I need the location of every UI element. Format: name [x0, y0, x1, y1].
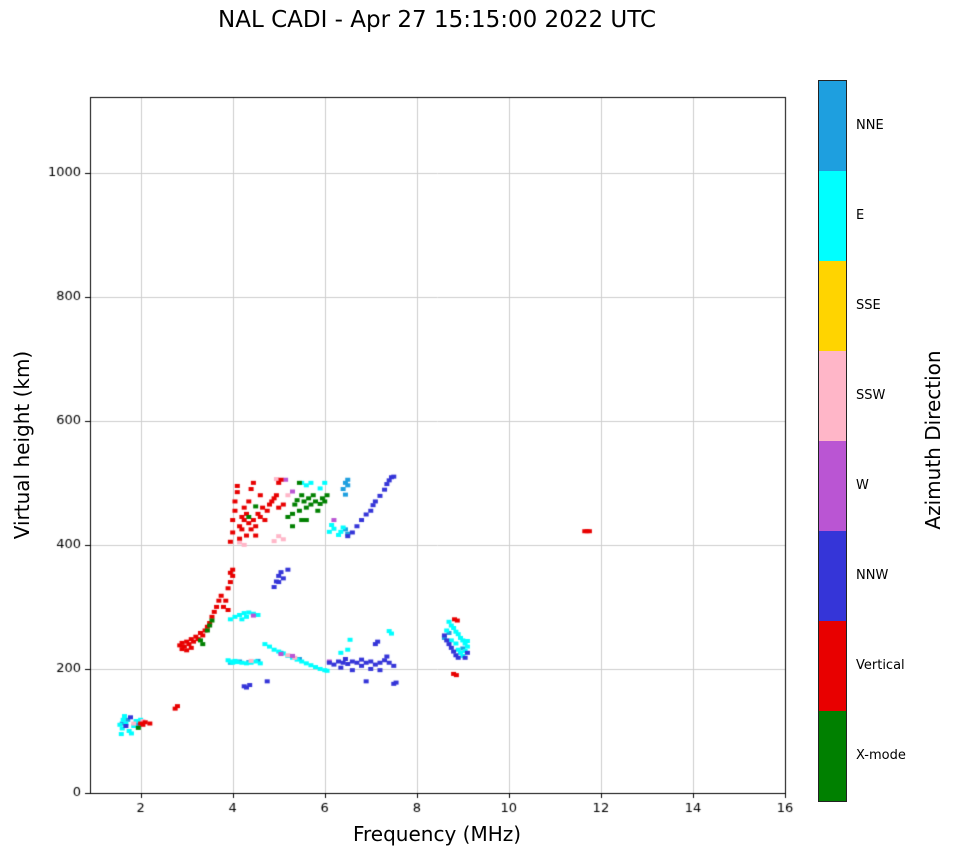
colorbar-label: SSW [856, 387, 886, 403]
colorbar-segment-e [819, 171, 846, 261]
colorbar-segment-sse [819, 261, 846, 351]
colorbar-bar [818, 80, 847, 802]
colorbar-segment-ssw [819, 351, 846, 441]
colorbar-label: NNW [856, 567, 889, 583]
colorbar-label: SSE [856, 297, 881, 313]
colorbar-label: E [856, 207, 865, 223]
colorbar-title: Azimuth Direction [921, 350, 945, 530]
colorbar-label: X-mode [856, 747, 906, 763]
colorbar-segment-nne [819, 81, 846, 171]
colorbar-label: NNE [856, 117, 884, 133]
colorbar-labels: NNE E SSE SSW W NNW Vertical X-mode [856, 80, 906, 802]
x-axis-label: Frequency (MHz) [352, 822, 522, 846]
colorbar-label: Vertical [856, 657, 905, 673]
colorbar-segment-vertical [819, 621, 846, 711]
colorbar-segment-x-mode [819, 711, 846, 801]
colorbar-segment-w [819, 441, 846, 531]
colorbar-segment-nnw [819, 531, 846, 621]
colorbar-label: W [856, 477, 869, 493]
azimuth-colorbar: NNE E SSE SSW W NNW Vertical X-mode [818, 80, 906, 802]
